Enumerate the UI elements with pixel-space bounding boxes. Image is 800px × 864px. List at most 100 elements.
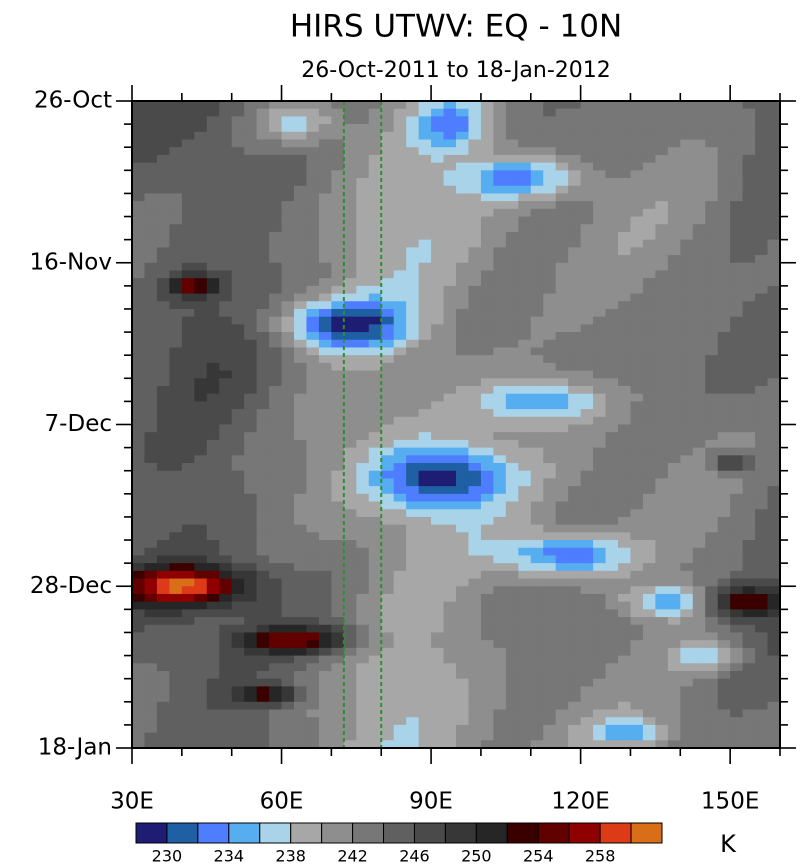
heatmap-cell xyxy=(580,416,594,425)
heatmap-cell xyxy=(306,278,320,287)
heatmap-cell xyxy=(244,339,258,348)
heatmap-cell xyxy=(393,601,407,610)
heatmap-cell xyxy=(580,424,594,433)
heatmap-cell xyxy=(356,301,370,310)
heatmap-cell xyxy=(605,470,619,479)
heatmap-cell xyxy=(755,601,768,610)
heatmap-cell xyxy=(244,486,258,495)
heatmap-cell xyxy=(306,593,320,603)
heatmap-cell xyxy=(680,255,694,264)
heatmap-cell xyxy=(181,293,195,302)
heatmap-cell xyxy=(206,278,220,287)
heatmap-cell xyxy=(767,278,781,287)
heatmap-cell xyxy=(730,131,744,140)
heatmap-cell xyxy=(456,578,469,587)
heatmap-cell xyxy=(144,239,158,248)
heatmap-cell xyxy=(456,208,469,217)
heatmap-cell xyxy=(605,570,619,579)
heatmap-cell xyxy=(331,170,345,179)
heatmap-cell xyxy=(618,493,631,502)
heatmap-cell xyxy=(580,740,594,749)
heatmap-cell xyxy=(393,185,407,194)
heatmap-cell xyxy=(231,694,245,703)
heatmap-cell xyxy=(318,347,332,356)
heatmap-cell xyxy=(294,347,307,356)
heatmap-cell xyxy=(368,624,382,633)
heatmap-cell xyxy=(480,131,494,140)
heatmap-cell xyxy=(368,493,382,502)
heatmap-cell xyxy=(543,555,557,564)
heatmap-cell xyxy=(256,547,270,556)
heatmap-cell xyxy=(393,262,407,271)
heatmap-cell xyxy=(418,647,432,656)
heatmap-cell xyxy=(642,170,656,179)
heatmap-cell xyxy=(543,224,557,233)
heatmap-cell xyxy=(256,116,270,125)
heatmap-cell xyxy=(206,516,220,526)
heatmap-cell xyxy=(281,185,295,194)
heatmap-cell xyxy=(468,632,482,641)
heatmap-cell xyxy=(605,540,619,549)
heatmap-cell xyxy=(742,301,756,310)
heatmap-cell xyxy=(618,355,631,364)
heatmap-cell xyxy=(655,555,669,564)
heatmap-cell xyxy=(393,570,407,579)
heatmap-cell xyxy=(256,732,270,741)
heatmap-cell xyxy=(381,393,395,402)
heatmap-cell xyxy=(368,378,382,387)
heatmap-cell xyxy=(231,586,245,595)
heatmap-cell xyxy=(156,278,170,287)
heatmap-cell xyxy=(530,208,544,217)
heatmap-cell xyxy=(642,116,656,125)
heatmap-cell xyxy=(194,593,208,603)
heatmap-cell xyxy=(742,308,756,318)
heatmap-cell xyxy=(144,347,158,356)
heatmap-cell xyxy=(755,393,768,402)
heatmap-cell xyxy=(231,663,245,672)
heatmap-cell xyxy=(219,670,233,680)
heatmap-cell xyxy=(680,509,694,518)
heatmap-cell xyxy=(356,162,370,171)
heatmap-cell xyxy=(518,347,532,356)
heatmap-cell xyxy=(717,316,731,325)
heatmap-cell xyxy=(194,501,208,510)
heatmap-cell xyxy=(306,740,320,749)
heatmap-cell xyxy=(568,709,582,718)
heatmap-cell xyxy=(493,124,507,133)
heatmap-cell xyxy=(692,724,706,733)
heatmap-cell xyxy=(456,632,469,641)
heatmap-cell xyxy=(505,686,519,695)
heatmap-cell xyxy=(256,593,270,603)
heatmap-cell xyxy=(132,740,145,749)
heatmap-cell xyxy=(630,601,644,610)
heatmap-cell xyxy=(505,624,519,633)
heatmap-cell xyxy=(480,201,494,210)
heatmap-cell xyxy=(568,247,582,256)
heatmap-cell xyxy=(431,547,444,556)
heatmap-cell xyxy=(493,640,507,649)
heatmap-cell xyxy=(555,593,569,603)
heatmap-cell xyxy=(680,301,694,310)
heatmap-cell xyxy=(618,432,631,441)
heatmap-cell xyxy=(568,301,582,310)
heatmap-cell xyxy=(443,278,457,287)
heatmap-cell xyxy=(730,270,744,279)
heatmap-cell xyxy=(244,694,258,703)
heatmap-cell xyxy=(480,262,494,271)
heatmap-cell xyxy=(518,224,532,233)
heatmap-cell xyxy=(530,516,544,526)
heatmap-cell xyxy=(755,555,768,564)
heatmap-cell xyxy=(456,678,469,687)
heatmap-cell xyxy=(543,409,557,418)
heatmap-cell xyxy=(306,493,320,502)
heatmap-cell xyxy=(655,154,669,164)
heatmap-cell xyxy=(281,262,295,271)
heatmap-cell xyxy=(431,701,444,710)
heatmap-cell xyxy=(480,255,494,264)
heatmap-cell xyxy=(505,231,519,241)
heatmap-cell xyxy=(181,385,195,395)
heatmap-cell xyxy=(431,385,444,395)
heatmap-cell xyxy=(742,147,756,156)
heatmap-cell xyxy=(368,178,382,187)
heatmap-cell xyxy=(555,355,569,364)
